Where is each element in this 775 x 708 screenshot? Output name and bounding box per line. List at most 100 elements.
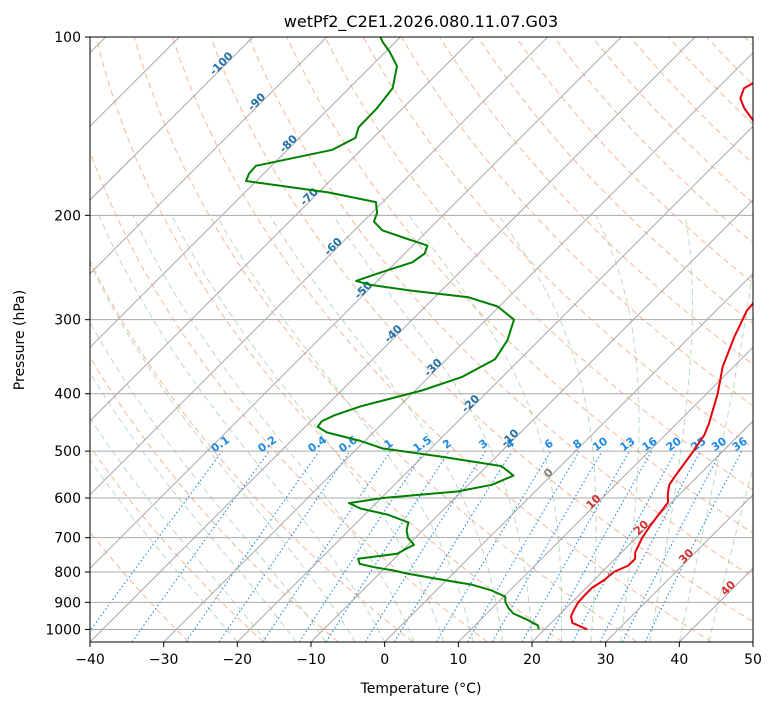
mixing-ratio-line (325, 450, 450, 642)
dry-adiabat (171, 37, 712, 642)
y-axis-label: Pressure (hPa) (12, 290, 28, 390)
y-tick-label: 1000 (45, 622, 81, 638)
dry-adiabat (90, 150, 488, 642)
moist-adiabat (171, 215, 445, 642)
isotherm-label: -80 (277, 132, 300, 155)
y-tick-label: 800 (54, 565, 81, 581)
isotherm-label: -60 (322, 235, 345, 258)
moist-adiabat (98, 215, 386, 642)
isotherm-line (531, 420, 753, 642)
x-tick-label: 40 (670, 652, 688, 668)
moist-adiabat (90, 262, 356, 642)
dry-adiabat (133, 37, 638, 642)
isotherm-label: 10 (584, 492, 604, 512)
isotherm-line (90, 37, 549, 496)
moist-adiabat (649, 215, 693, 642)
isotherm-line (236, 125, 753, 642)
mixing-ratio-line (467, 450, 580, 642)
x-axis-label: Temperature (°C) (360, 681, 482, 697)
moist-adiabat (678, 263, 753, 642)
isotherm-labels: 0.1 0.2 0.4 0.6 1 1.5 2 3 4 6 8 10 13 16 20 25 30 36-100-… (207, 49, 750, 598)
mixing-ratio-line (644, 450, 743, 642)
isotherm-label: -100 (207, 49, 236, 78)
moist-adiabat (595, 215, 640, 642)
dry-adiabat (706, 37, 753, 86)
isotherm-line (384, 272, 753, 642)
mixing-ratio-line (393, 450, 513, 642)
isotherm-line (752, 641, 753, 642)
y-tick-label: 600 (54, 491, 81, 507)
mixing-ratio-label: 0.1 (209, 433, 232, 455)
dry-adiabat (90, 531, 190, 642)
y-tick-label: 200 (54, 208, 81, 224)
dry-adiabat (324, 37, 753, 491)
dry-adiabat (90, 356, 339, 642)
mixing-ratio-line (298, 450, 425, 642)
isotherm-label: -50 (352, 278, 375, 301)
x-tick-label: 30 (597, 652, 615, 668)
mixing-ratio-line (599, 450, 701, 642)
background-lines (90, 37, 753, 642)
mixing-ratio-line (218, 450, 351, 642)
plot-frame (89, 36, 754, 643)
mixing-ratio-line (521, 450, 630, 642)
moist-adiabat (90, 321, 327, 642)
isotherm-line (163, 51, 753, 642)
mixing-ratio-label: 6 (542, 437, 556, 452)
x-tick-label: −40 (75, 652, 105, 668)
x-tick-label: 0 (380, 652, 389, 668)
x-tick-label: −20 (223, 652, 253, 668)
dry-adiabat (210, 37, 753, 623)
mixing-ratio-line (131, 450, 270, 642)
moist-adiabat (332, 215, 533, 642)
isotherm-line (90, 37, 622, 570)
y-tick-label: 900 (54, 595, 81, 611)
isotherm-label: -20 (459, 392, 482, 415)
y-tick-label: 100 (54, 30, 81, 46)
isotherm-label: 30 (676, 546, 696, 566)
dry-adiabat (90, 259, 414, 642)
y-tick-label: 300 (54, 313, 81, 329)
dry-adiabat (744, 37, 753, 47)
dry-adiabat (90, 445, 264, 642)
moist-adiabat (216, 215, 474, 642)
chart-title: wetPf2_C2E1.2026.080.11.07.G03 (284, 12, 558, 32)
x-tick-label: 20 (523, 652, 541, 668)
x-axis: −40 −30 −20 −10 0 10 20 30 40 50 (75, 642, 762, 668)
mixing-ratio-line (572, 450, 677, 642)
isotherm-label: -40 (382, 322, 405, 345)
y-tick-label: 700 (54, 531, 81, 547)
mixing-ratio-label: 0.4 (306, 433, 330, 455)
isotherm-line (678, 567, 753, 642)
moist-adiabat (132, 215, 415, 642)
isotherm-line (90, 37, 328, 275)
x-tick-label: 50 (744, 652, 762, 668)
series (245, 37, 753, 631)
y-tick-label: 400 (54, 387, 81, 403)
mixing-ratio-line (185, 450, 320, 642)
y-tick-label: 500 (54, 444, 81, 460)
temperature-line (570, 81, 753, 631)
moist-adiabat (269, 215, 503, 642)
dry-adiabat (553, 37, 753, 244)
dewpoint-line (245, 37, 540, 630)
dry-adiabat (248, 37, 753, 578)
dry-adiabat (515, 37, 753, 284)
moist-adiabat (90, 459, 238, 642)
x-tick-label: 10 (449, 652, 467, 668)
mixing-ratio-label: 2 (440, 437, 454, 452)
isotherm-line (457, 346, 753, 642)
mixing-ratio-line (262, 450, 392, 642)
isotherm-line (90, 37, 696, 642)
isotherm-label: 40 (718, 578, 738, 598)
isotherm-line (605, 493, 753, 642)
mixing-ratio-line (364, 450, 486, 642)
x-tick-label: −10 (296, 652, 326, 668)
mixing-ratio-line (90, 450, 223, 632)
isotherm-line (90, 37, 254, 201)
grid (90, 37, 753, 642)
isotherm-line (90, 37, 401, 349)
mixing-ratio-line (545, 450, 653, 642)
isotherm-line (310, 199, 753, 642)
